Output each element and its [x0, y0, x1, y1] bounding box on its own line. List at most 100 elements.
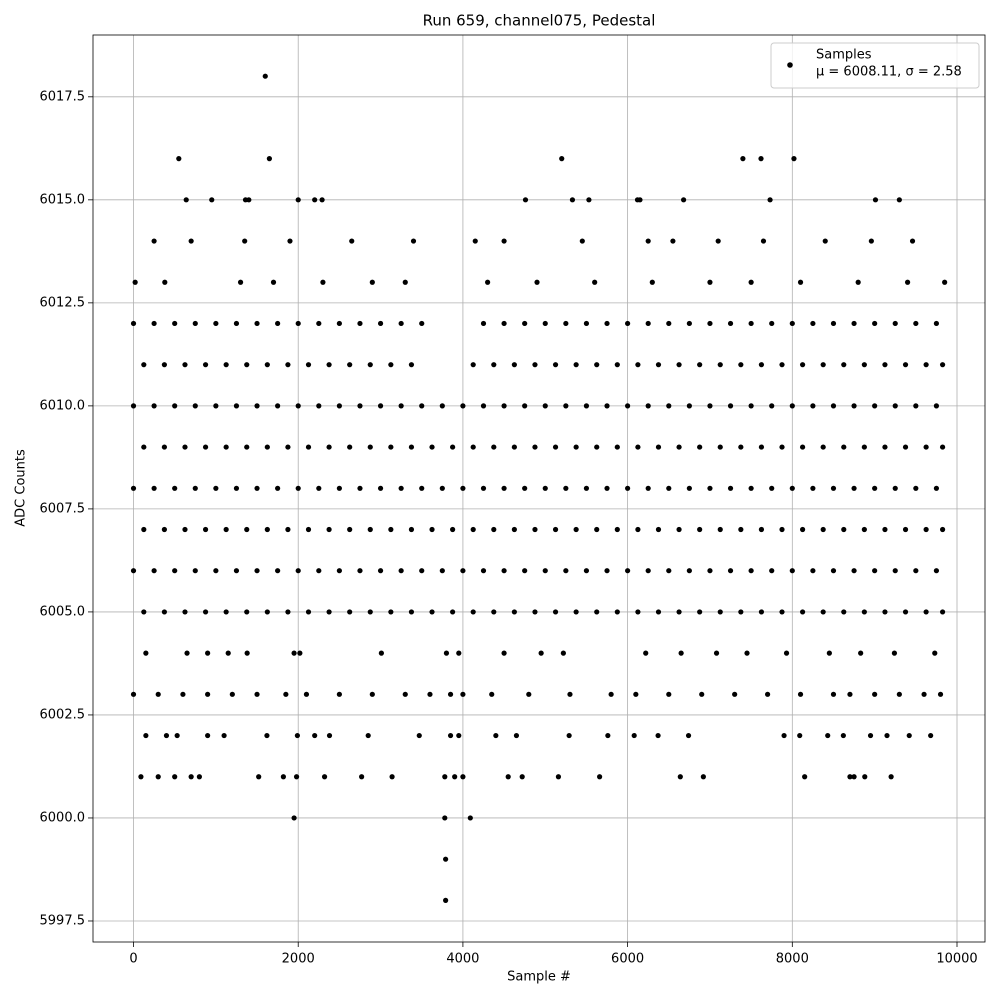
y-tick-label: 6017.5: [40, 89, 86, 104]
data-point: [439, 485, 445, 491]
data-point: [707, 279, 713, 285]
data-point: [172, 485, 178, 491]
data-point: [826, 650, 832, 656]
data-point: [151, 403, 157, 409]
data-point: [769, 568, 775, 574]
data-point: [700, 774, 706, 780]
data-point: [213, 568, 219, 574]
data-point: [715, 238, 721, 244]
data-point: [872, 197, 879, 203]
y-tick-label: 6002.5: [40, 707, 86, 722]
data-point: [928, 732, 934, 739]
data-point: [583, 485, 590, 491]
data-point: [748, 403, 754, 409]
data-point: [132, 279, 138, 285]
data-point: [597, 774, 603, 780]
data-point: [797, 732, 803, 739]
data-point: [604, 568, 610, 574]
data-point: [707, 485, 713, 491]
data-point: [666, 485, 672, 491]
ticks: 0 2000 4000 6000 8000 10000 5997.5 6000.0 6002.5…: [40, 89, 978, 966]
data-point: [460, 485, 466, 491]
data-point: [305, 526, 312, 533]
data-point: [614, 362, 620, 368]
data-point: [799, 526, 806, 533]
data-point: [470, 609, 476, 615]
data-point: [532, 526, 538, 533]
y-axis-label: ADC Counts: [14, 449, 29, 527]
data-point: [542, 320, 548, 327]
data-point: [336, 568, 342, 574]
data-point: [172, 403, 178, 409]
data-point: [163, 732, 170, 739]
data-point: [563, 485, 569, 491]
data-point: [851, 320, 857, 327]
data-point: [681, 197, 687, 203]
data-point: [280, 774, 286, 780]
data-point: [933, 485, 940, 491]
data-point: [892, 320, 898, 327]
data-point: [758, 609, 765, 615]
data-point: [563, 403, 569, 409]
data-point: [402, 691, 408, 697]
data-point: [799, 609, 806, 615]
y-tick-label: 6012.5: [40, 295, 86, 310]
data-point: [552, 609, 559, 615]
data-point: [713, 650, 720, 656]
data-point: [192, 320, 198, 327]
data-point: [921, 691, 927, 697]
data-point: [275, 403, 281, 409]
data-point: [567, 691, 573, 697]
data-point: [862, 774, 868, 780]
data-point: [519, 774, 525, 780]
data-point: [744, 650, 750, 656]
data-point: [196, 774, 202, 780]
data-point: [904, 279, 911, 285]
data-point: [872, 568, 878, 574]
data-point: [367, 362, 373, 368]
data-point: [244, 444, 250, 450]
data-point: [336, 691, 342, 697]
data-point: [604, 485, 610, 491]
data-point: [748, 485, 754, 491]
data-point: [443, 897, 449, 903]
data-point: [532, 609, 538, 615]
data-point: [643, 650, 649, 656]
data-point: [909, 238, 916, 244]
data-point: [631, 732, 637, 739]
data-point: [244, 362, 250, 368]
data-point: [799, 362, 806, 368]
data-point: [485, 279, 491, 285]
data-point: [378, 650, 384, 656]
data-point: [172, 320, 178, 327]
data-point: [573, 362, 579, 368]
data-point: [841, 444, 847, 450]
data-point: [939, 362, 946, 368]
data-point: [369, 279, 375, 285]
data-point: [303, 691, 310, 697]
data-point: [388, 526, 394, 533]
data-point: [254, 485, 260, 491]
data-point: [913, 320, 919, 327]
y-tick-label: 6015.0: [40, 192, 86, 207]
data-point: [738, 444, 744, 450]
data-point: [130, 403, 137, 409]
data-point: [820, 526, 826, 533]
data-point: [294, 732, 300, 739]
data-point: [326, 732, 333, 739]
data-point: [697, 362, 703, 368]
data-point: [213, 403, 219, 409]
data-point: [398, 568, 404, 574]
data-point: [182, 609, 188, 615]
data-point: [655, 609, 662, 615]
data-point: [830, 568, 837, 574]
data-point: [151, 238, 157, 244]
data-point: [205, 691, 211, 697]
data-point: [151, 320, 157, 327]
data-point: [347, 609, 353, 615]
data-point: [902, 444, 909, 450]
data-point: [847, 691, 853, 697]
data-point: [820, 362, 826, 368]
data-point: [604, 403, 610, 409]
data-point: [697, 526, 703, 533]
